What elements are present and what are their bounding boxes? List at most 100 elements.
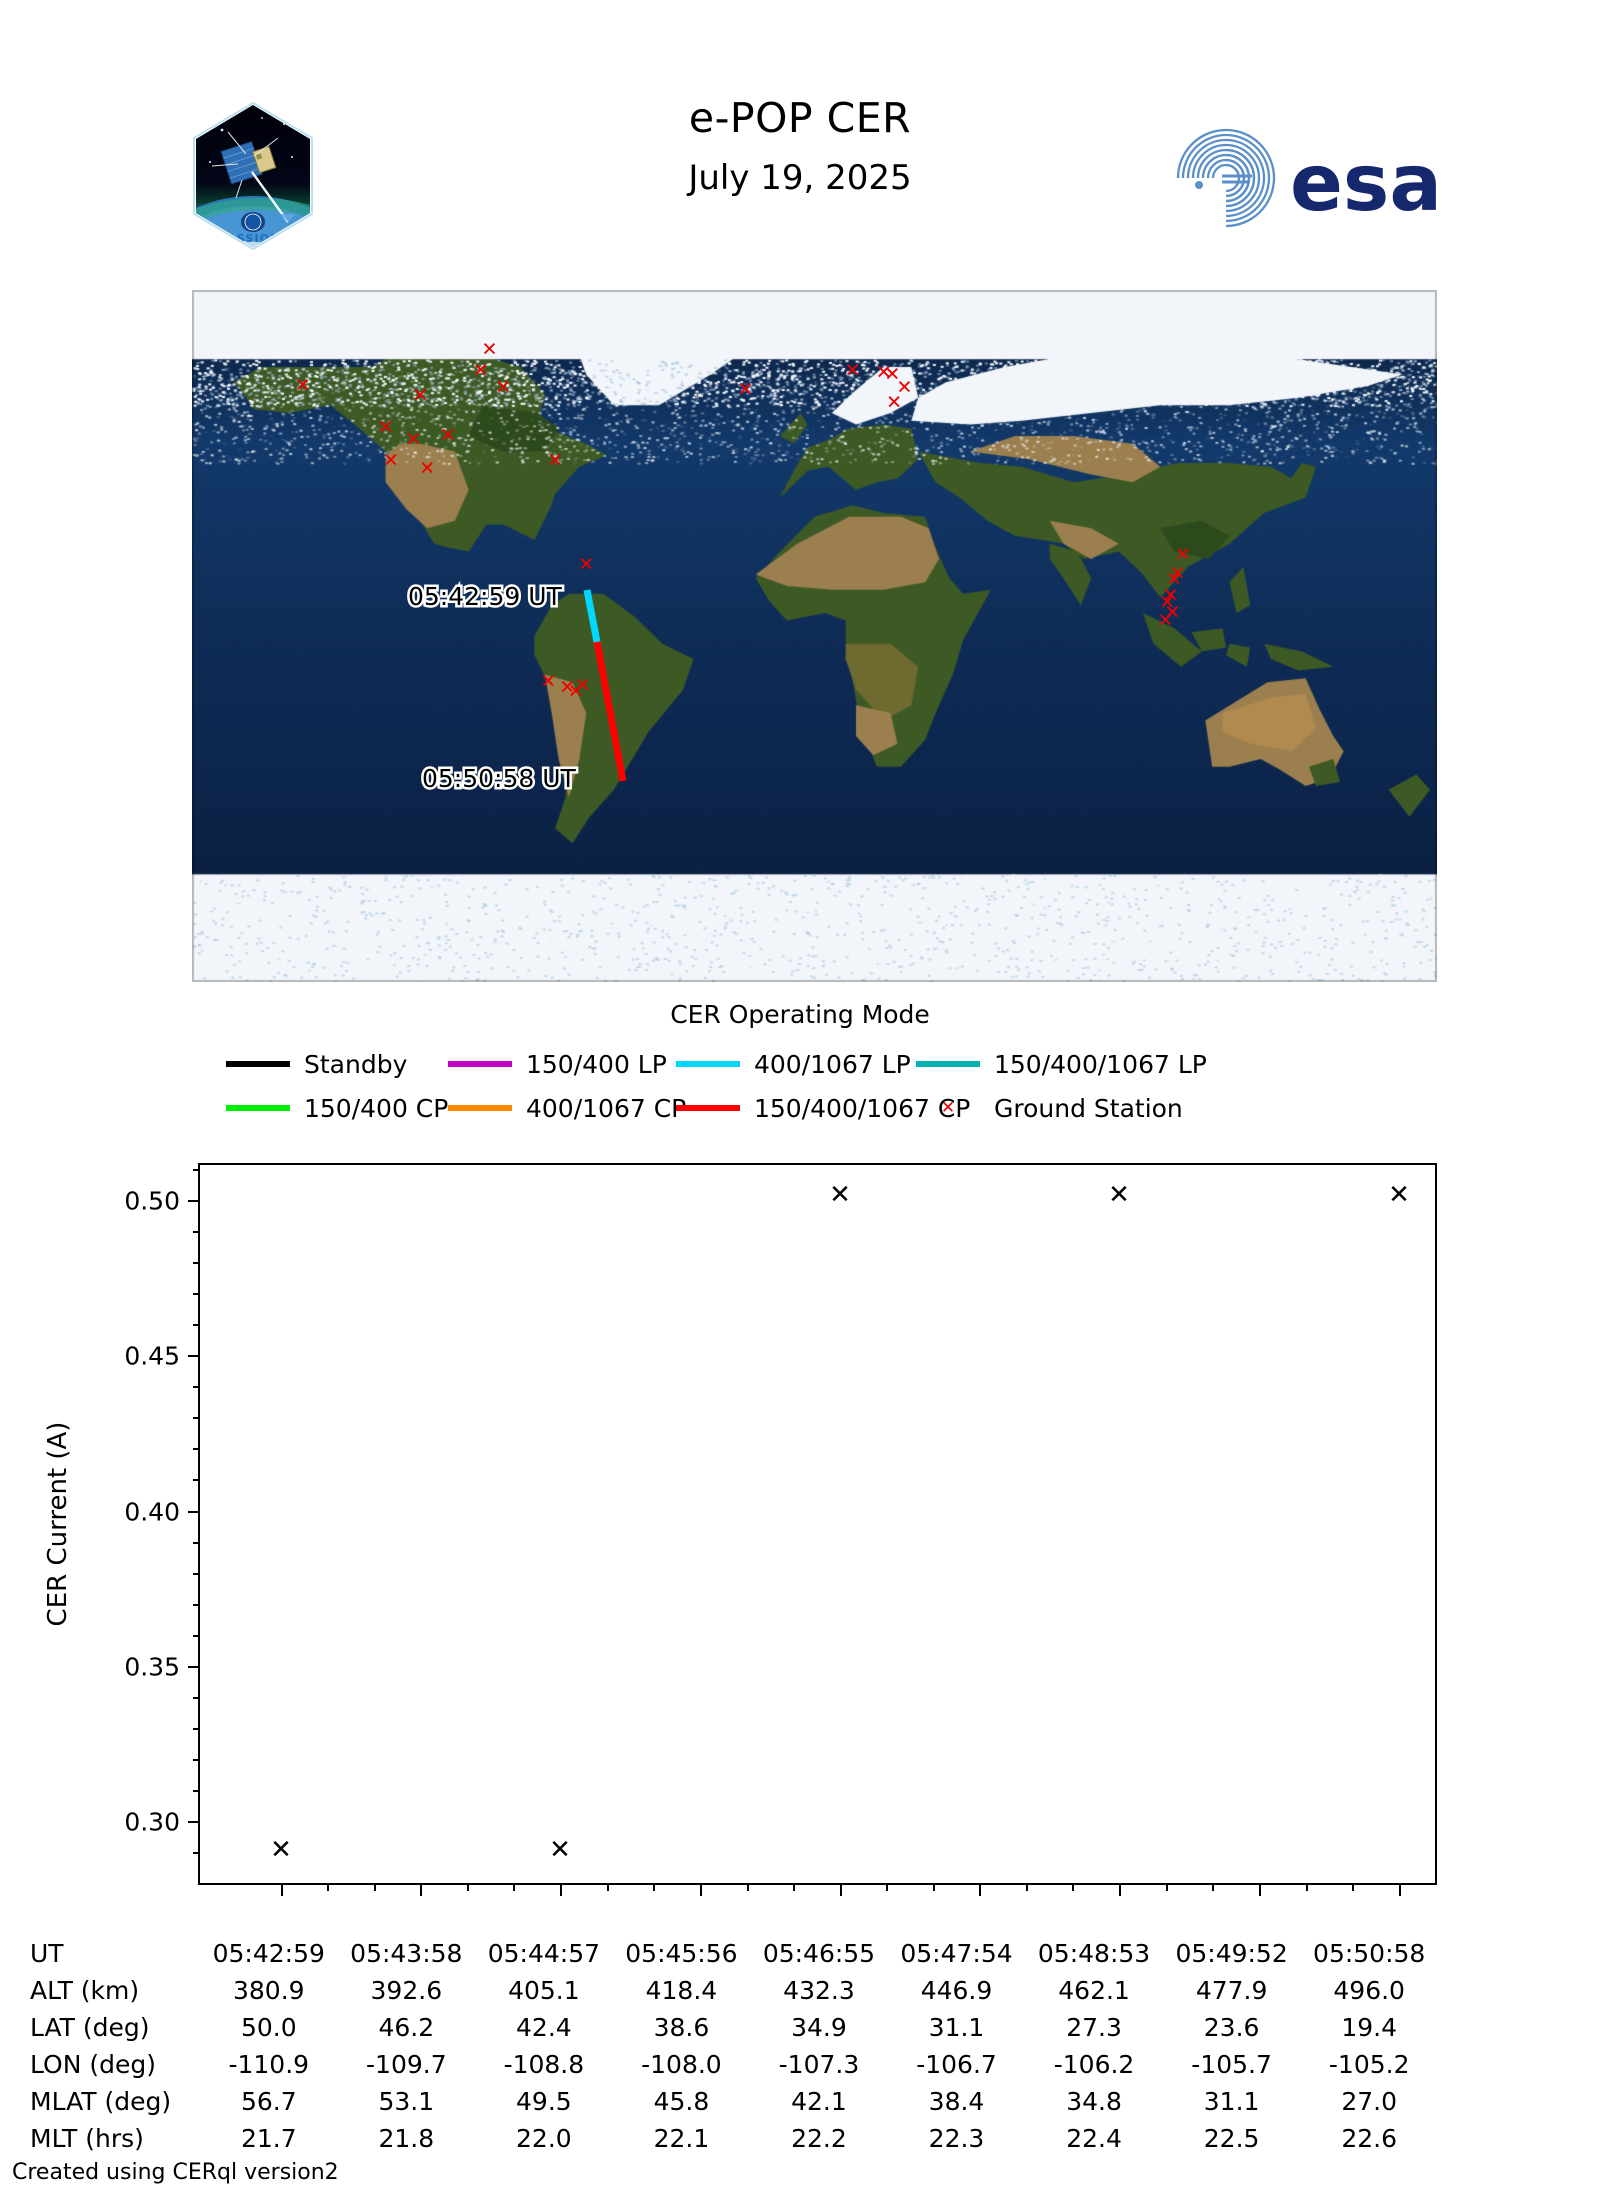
x-axis-minor-tick [653, 1883, 655, 1891]
legend-item-ground-station: ✕ Ground Station [916, 1094, 1183, 1123]
table-cell: -106.2 [1025, 2046, 1163, 2083]
legend-item-150-400-lp: 150/400 LP [448, 1050, 667, 1079]
table-cell: 34.9 [750, 2009, 888, 2046]
x-axis-minor-tick [327, 1883, 329, 1891]
legend-label: Standby [304, 1050, 407, 1079]
table-cell: 50.0 [200, 2009, 338, 2046]
x-axis-major-tick [840, 1883, 842, 1896]
table-cell: 42.4 [475, 2009, 613, 2046]
table-row-label: ALT (km) [28, 1972, 200, 2009]
track-end-time-label: 05:50:58 UT [422, 764, 576, 793]
table-cell: -105.2 [1300, 2046, 1438, 2083]
table-cell: -110.9 [200, 2046, 338, 2083]
operating-mode-legend: Standby 150/400 LP 400/1067 LP 150/400/1067… [226, 1042, 1436, 1130]
legend-item-400-1067-cp: 400/1067 CP [448, 1094, 686, 1123]
table-row: MLAT (deg) 56.7 53.1 49.5 45.8 42.1 38.4 34.8 31… [28, 2083, 1438, 2120]
x-axis-major-tick [1259, 1883, 1261, 1896]
table-cell: 31.1 [1163, 2083, 1301, 2120]
x-axis-major-tick [560, 1883, 562, 1896]
ephemeris-table: UT 05:42:59 05:43:58 05:44:57 05:45:56 05:46:… [28, 1935, 1488, 2157]
legend-label: 150/400 LP [526, 1050, 667, 1079]
table-cell: -109.7 [338, 2046, 476, 2083]
y-axis-minor-tick [193, 1728, 200, 1730]
data-point-marker: ✕ [1388, 1182, 1410, 1208]
y-axis-minor-tick [193, 1479, 200, 1481]
footer-credit: Created using CERql version2 [12, 2160, 339, 2185]
table-cell: 22.5 [1163, 2120, 1301, 2157]
table-cell: 56.7 [200, 2083, 338, 2120]
table-cell: 05:48:53 [1025, 1935, 1163, 1972]
cer-current-plot[interactable]: 0.30 0.35 0.40 0.45 0.50 ✕ ✕ ✕ ✕ ✕ [198, 1163, 1437, 1885]
y-axis-minor-tick [193, 1635, 200, 1637]
legend-item-150-400-cp: 150/400 CP [226, 1094, 448, 1123]
x-axis-minor-tick [886, 1883, 888, 1891]
table-cell: 05:47:54 [888, 1935, 1026, 1972]
y-axis-minor-tick [193, 1262, 200, 1264]
x-axis-minor-tick [1306, 1883, 1308, 1891]
y-axis-minor-tick [193, 1790, 200, 1792]
y-axis-major-tick [188, 1666, 200, 1668]
x-axis-major-tick [420, 1883, 422, 1896]
y-axis-minor-tick [193, 1852, 200, 1854]
table-row-label: LON (deg) [28, 2046, 200, 2083]
legend-label: 150/400 CP [304, 1094, 448, 1123]
table-cell: 45.8 [613, 2083, 751, 2120]
table-cell: 34.8 [1025, 2083, 1163, 2120]
legend-ground-station-x-icon: ✕ [916, 1100, 980, 1117]
y-axis-minor-tick [193, 1386, 200, 1388]
x-axis-minor-tick [933, 1883, 935, 1891]
table-cell: 21.7 [200, 2120, 338, 2157]
table-row: LAT (deg) 50.0 46.2 42.4 38.6 34.9 31.1 27.3 23.… [28, 2009, 1438, 2046]
y-axis-tick-label: 0.40 [60, 1497, 180, 1526]
table-cell: 22.3 [888, 2120, 1026, 2157]
data-point-marker: ✕ [270, 1837, 292, 1863]
table-cell: -108.8 [475, 2046, 613, 2083]
data-point-marker: ✕ [1108, 1182, 1130, 1208]
table-cell: 392.6 [338, 1972, 476, 2009]
legend-color-swatch [226, 1105, 290, 1111]
x-axis-minor-tick [1166, 1883, 1168, 1891]
table-cell: 22.1 [613, 2120, 751, 2157]
world-map-panel[interactable]: ✕ ✕ ✕ ✕ ✕ ✕ ✕ ✕ ✕ ✕ ✕ ✕ ✕ ✕ ✕ ✕ ✕ ✕ ✕ ✕ ✕ ✕ ✕ ✕ ✕ ✕ ✕ ✕ ✕ 05:42:59 U… [192, 290, 1437, 982]
table-row: MLT (hrs) 21.7 21.8 22.0 22.1 22.2 22.3 22.4 22.… [28, 2120, 1438, 2157]
table-cell: 462.1 [1025, 1972, 1163, 2009]
x-axis-minor-tick [467, 1883, 469, 1891]
table-row: UT 05:42:59 05:43:58 05:44:57 05:45:56 05:46:… [28, 1935, 1438, 1972]
y-axis-minor-tick [193, 1169, 200, 1171]
track-segment-lp [587, 590, 597, 642]
table-cell: 05:49:52 [1163, 1935, 1301, 1972]
legend-label: 400/1067 LP [754, 1050, 911, 1079]
table-cell: 22.6 [1300, 2120, 1438, 2157]
table-cell: -105.7 [1163, 2046, 1301, 2083]
x-axis-minor-tick [1072, 1883, 1074, 1891]
table-cell: 380.9 [200, 1972, 338, 2009]
x-axis-major-tick [1119, 1883, 1121, 1896]
esa-wordmark: esa [1290, 139, 1442, 229]
table-cell: 477.9 [1163, 1972, 1301, 2009]
legend-item-150-400-1067-lp: 150/400/1067 LP [916, 1050, 1207, 1079]
x-axis-minor-tick [374, 1883, 376, 1891]
y-axis-tick-label: 0.50 [60, 1186, 180, 1215]
x-axis-minor-tick [513, 1883, 515, 1891]
satellite-track-layer [192, 290, 1437, 982]
table-row-label: MLAT (deg) [28, 2083, 200, 2120]
table-cell: 05:43:58 [338, 1935, 476, 1972]
legend-color-swatch [676, 1061, 740, 1067]
table-cell: 496.0 [1300, 1972, 1438, 2009]
legend-color-swatch [448, 1061, 512, 1067]
map-subtitle: CER Operating Mode [0, 1000, 1600, 1029]
table-cell: 49.5 [475, 2083, 613, 2120]
esa-swirl-icon [1178, 130, 1274, 226]
y-axis-major-tick [188, 1355, 200, 1357]
y-axis-minor-tick [193, 1573, 200, 1575]
y-axis-tick-label: 0.35 [60, 1652, 180, 1681]
table-cell: 42.1 [750, 2083, 888, 2120]
y-axis-minor-tick [193, 1448, 200, 1450]
data-point-marker: ✕ [549, 1837, 571, 1863]
cassiope-mission-patch: CASSIOPE [192, 102, 314, 250]
x-axis-minor-tick [1212, 1883, 1214, 1891]
table-cell: 446.9 [888, 1972, 1026, 2009]
y-axis-tick-label: 0.30 [60, 1808, 180, 1837]
table-row-label: UT [28, 1935, 200, 1972]
table-row-label: LAT (deg) [28, 2009, 200, 2046]
